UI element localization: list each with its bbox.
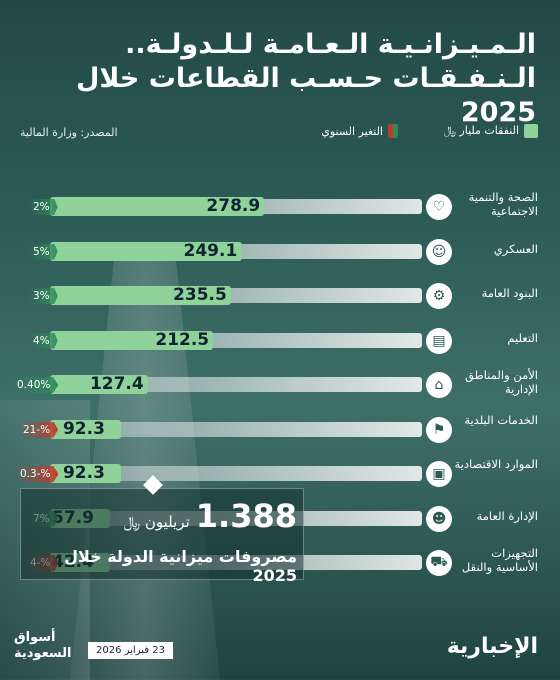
bar xyxy=(50,464,121,483)
bar xyxy=(50,330,214,350)
total-amount: 1.388 تريليون ﷼ xyxy=(124,497,297,535)
change-badge: 4% xyxy=(29,332,58,349)
chart-row: 212.5 4% ▤ التعليم xyxy=(0,322,560,360)
total-number: 1.388 xyxy=(195,497,297,535)
aswaq-logo-line2: السعودية xyxy=(14,646,72,661)
chart-row: 92.3 0.3-% ▣ الموارد الاقتصادية xyxy=(0,455,560,493)
value-label: 92.3 xyxy=(62,418,105,439)
value-label: 278.9 xyxy=(206,196,261,216)
bar xyxy=(50,286,232,305)
bar xyxy=(50,241,242,261)
legend-spend-label: النفقات مليار ﷼ xyxy=(443,124,519,137)
chart-row: 92.3 21-% ⚑ الخدمات البلدية xyxy=(0,411,560,449)
category-label: الأمن والمناطق الإدارية xyxy=(465,368,538,396)
category-label: الموارد الاقتصادية xyxy=(454,457,539,471)
legend-spend: النفقات مليار ﷼ xyxy=(444,124,538,138)
soldier-icon: ☺ xyxy=(426,238,452,265)
legend-change-swatch xyxy=(388,124,398,138)
bar-track xyxy=(50,421,422,437)
change-badge: 3% xyxy=(29,288,58,304)
chart-row: 235.5 3% ⚙ البنود العامة xyxy=(0,277,560,315)
total-box: 1.388 تريليون ﷼ مصروفات ميزانية الدولة خ… xyxy=(20,488,304,585)
change-badge: 21-% xyxy=(19,421,59,438)
heart-pulse-icon: ♡ xyxy=(426,194,452,220)
value-label: 235.5 xyxy=(173,285,227,305)
title-line-2: الـنـفـقـات حـسـب القطاعات خلال 2025 xyxy=(75,63,536,128)
bar-track xyxy=(50,466,422,481)
value-label: 127.4 xyxy=(89,374,144,394)
shield-building-icon: ⌂ xyxy=(426,372,452,398)
total-unit: تريليون ﷼ xyxy=(123,513,190,531)
bar xyxy=(50,375,148,394)
truck-icon: ⛟ xyxy=(426,550,452,576)
legend-change: التغير السنوي xyxy=(321,124,398,138)
gear-icon: ⚙ xyxy=(426,283,452,309)
value-label: 249.1 xyxy=(183,240,238,261)
category-label: التعليم xyxy=(507,330,538,345)
category-label: العسكري xyxy=(493,241,538,256)
money-icon: ▣ xyxy=(426,461,452,487)
chart-row: 127.4 0.40% ⌂ الأمن والمناطق الإدارية xyxy=(0,366,560,404)
chart-row: 249.1 5% ☺ العسكري xyxy=(0,233,560,271)
category-label: الإدارة العامة xyxy=(476,508,538,523)
change-badge: 0.40% xyxy=(13,377,59,393)
legend-spend-swatch xyxy=(524,124,538,138)
alekhbariya-logo: الإخبارية xyxy=(446,634,538,659)
legend-change-label: التغير السنوي xyxy=(321,124,383,138)
change-badge: 0.3-% xyxy=(16,466,59,482)
bar xyxy=(50,419,121,439)
book-icon: ▤ xyxy=(426,327,452,354)
bar xyxy=(50,197,265,216)
category-label: البنود العامة xyxy=(481,286,538,300)
value-label: 92.3 xyxy=(62,463,105,483)
chart-row: 278.9 2% ♡ الصحة والتنمية الاجتماعية xyxy=(0,188,560,226)
category-label: الخدمات البلدية xyxy=(464,412,538,427)
admin-person-icon: ☻ xyxy=(426,505,452,532)
value-label: 212.5 xyxy=(155,329,210,350)
category-label: التجهيزات الأساسية والنقل xyxy=(461,546,538,574)
title-line-1: الـمـيـزانـيـة الـعـامـة لـلـدولـة.. xyxy=(125,29,536,60)
total-caption: مصروفات ميزانية الدولة خلال 2025 xyxy=(64,547,297,585)
date-badge: 23 فبراير 2026 xyxy=(88,642,173,659)
source-note: المصدر: وزارة المالية xyxy=(20,126,118,139)
municipal-services-icon: ⚑ xyxy=(426,416,452,443)
change-badge: 5% xyxy=(29,243,58,260)
legend: النفقات مليار ﷼ التغير السنوي xyxy=(0,124,560,144)
category-label: الصحة والتنمية الاجتماعية xyxy=(468,190,538,218)
infographic-title: الـمـيـزانـيـة الـعـامـة لـلـدولـة.. الـ… xyxy=(0,28,536,130)
change-badge: 2% xyxy=(29,199,58,215)
aswaq-logo: أسواق السعودية xyxy=(14,630,72,662)
aswaq-logo-line1: أسواق xyxy=(14,630,56,645)
